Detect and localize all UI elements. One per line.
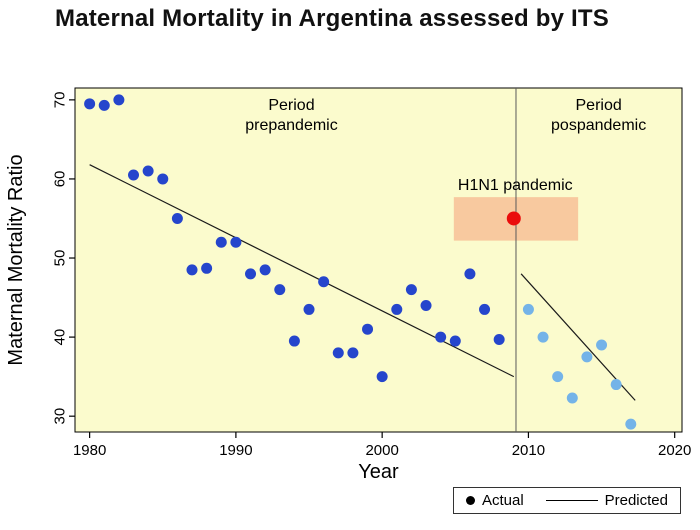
prepandemic-point [493,333,505,345]
pospandemic-point [625,418,637,430]
prepandemic-point [347,347,359,359]
actual-dot-icon [466,496,475,505]
prepandemic-point [362,323,374,335]
prepandemic-point [391,303,403,315]
prepandemic-point [464,268,476,280]
y-axis-title: Maternal Mortality Ratio [5,154,27,365]
prepandemic-point [332,347,344,359]
pospandemic-point [566,392,578,404]
predicted-line-icon [545,500,598,501]
x-axis-title: Year [358,461,399,483]
prepandemic-point [230,236,242,248]
legend-label-predicted: Predicted [604,492,668,509]
pospandemic-point [537,331,549,343]
prepandemic-point [142,165,154,177]
prepandemic-point [288,335,300,347]
chart-title: Maternal Mortality in Argentina assessed… [55,5,609,32]
prepandemic-point [274,284,286,296]
prepandemic-point [449,335,461,347]
prepandemic-point [128,169,140,181]
pospandemic-point [596,339,608,351]
prepandemic-point [157,173,169,185]
y-tick-label: 30 [52,408,69,425]
prepandemic-point [303,303,315,315]
legend-item-actual: Actual [466,492,524,509]
pospandemic-point [610,379,622,391]
prepandemic-point [318,276,330,288]
x-tick-label: 1990 [219,442,252,459]
y-tick-label: 60 [52,171,69,188]
prepandemic-point [171,212,183,224]
x-tick-label: 2020 [658,442,691,459]
legend-item-predicted: Predicted [545,492,668,509]
pospandemic-point [552,371,564,383]
legend-box: Actual Predicted [453,487,681,514]
period-prepandemic-label: Period [268,97,314,114]
period-pospandemic-label: pospandemic [551,117,646,134]
prepandemic-point [215,236,227,248]
pospandemic-point [522,303,534,315]
period-pospandemic-label: Period [576,97,622,114]
prepandemic-point [245,268,257,280]
prepandemic-point [479,303,491,315]
prepandemic-point [376,371,388,383]
h1n1-point [506,211,521,226]
prepandemic-point [113,94,125,106]
prepandemic-point [186,264,198,276]
prepandemic-point [405,284,417,296]
y-tick-label: 40 [52,329,69,346]
prepandemic-point [201,262,213,274]
prepandemic-point [420,299,432,311]
period-prepandemic-label: prepandemic [245,117,338,134]
y-tick-label: 70 [52,92,69,109]
prepandemic-point [259,264,271,276]
prepandemic-point [98,99,110,111]
pospandemic-point [581,351,593,363]
x-tick-label: 2000 [365,442,398,459]
prepandemic-point [435,331,447,343]
its-scatter-chart: 1980 1990 2000 2010 2020 30 40 50 60 70 Year Matern… [5,87,691,483]
y-tick-label: 50 [52,250,69,267]
x-tick-label: 1980 [73,442,106,459]
x-tick-label: 2010 [512,442,545,459]
prepandemic-point [84,98,96,110]
h1n1-pandemic-label: H1N1 pandemic [458,177,573,194]
legend-label-actual: Actual [482,492,524,509]
